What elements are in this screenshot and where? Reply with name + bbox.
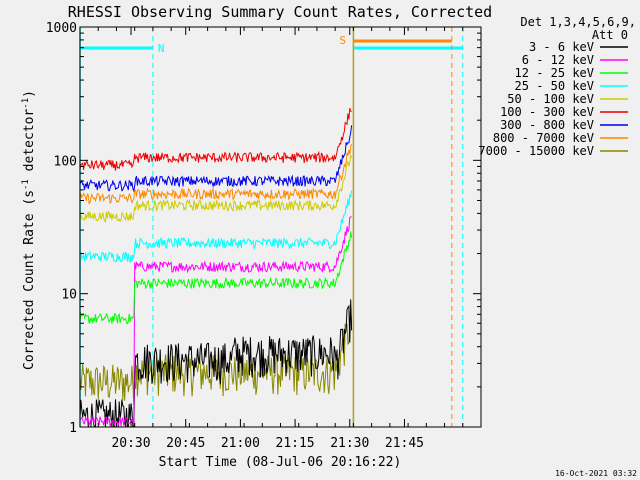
legend-header-line-2: Att 0	[592, 28, 628, 42]
x-tick-label: 21:45	[385, 436, 424, 451]
y-axis-label-sup2: -1	[21, 98, 31, 109]
y-tick-labels: 1 10 100 1000	[46, 21, 77, 436]
x-tick-label: 21:00	[221, 436, 260, 451]
y-axis-label-main: Corrected Count Rate (s	[22, 190, 37, 370]
x-tick-label: 20:30	[111, 436, 150, 451]
y-axis-label: Corrected Count Rate (s-1 detector-1)	[21, 90, 37, 370]
series-line	[79, 190, 353, 264]
legend-label: 25 - 50 keV	[515, 79, 594, 93]
series-line	[79, 231, 353, 325]
x-tick-labels: 20:30 20:45 21:00 21:15 21:30 21:45	[111, 436, 424, 451]
axes	[79, 26, 482, 428]
y-axis-label-sup1: -1	[21, 179, 31, 190]
series-line	[79, 143, 353, 205]
plot-area: NS	[79, 27, 464, 428]
x-tick-label: 21:15	[276, 436, 315, 451]
series-line	[79, 154, 353, 224]
series-line	[79, 216, 352, 427]
legend-label: 50 - 100 keV	[507, 92, 594, 106]
y-axis-label-mid: detector	[22, 109, 37, 180]
legend-label: 3 - 6 keV	[529, 40, 594, 54]
legend-label: 100 - 300 keV	[500, 105, 594, 119]
legend-label: 7000 - 15000 keV	[478, 144, 594, 158]
legend-label: 6 - 12 keV	[522, 53, 594, 67]
x-tick-label: 20:45	[166, 436, 205, 451]
legend-label: 300 - 800 keV	[500, 118, 594, 132]
series-line	[79, 125, 353, 193]
series-line	[79, 299, 353, 428]
y-tick-label: 10	[61, 288, 77, 303]
y-tick-label: 1000	[46, 21, 77, 36]
series-line	[79, 108, 352, 171]
footer-date: 16-Oct-2021 03:32	[555, 469, 637, 478]
x-axis-label: Start Time (08-Jul-06 20:16:22)	[159, 455, 402, 470]
legend-header-line-1: Det 1,3,4,5,6,9,	[520, 15, 636, 29]
chart-title: RHESSI Observing Summary Count Rates, Co…	[68, 3, 492, 21]
y-tick-label: 1	[69, 421, 77, 436]
night-label: N	[158, 42, 165, 55]
x-tick-label: 21:30	[330, 436, 369, 451]
y-tick-label: 100	[54, 154, 77, 169]
y-axis-label-end: )	[22, 90, 37, 98]
saa-label: S	[339, 34, 346, 47]
legend-label: 800 - 7000 keV	[493, 131, 594, 145]
legend-label: 12 - 25 keV	[515, 66, 594, 80]
